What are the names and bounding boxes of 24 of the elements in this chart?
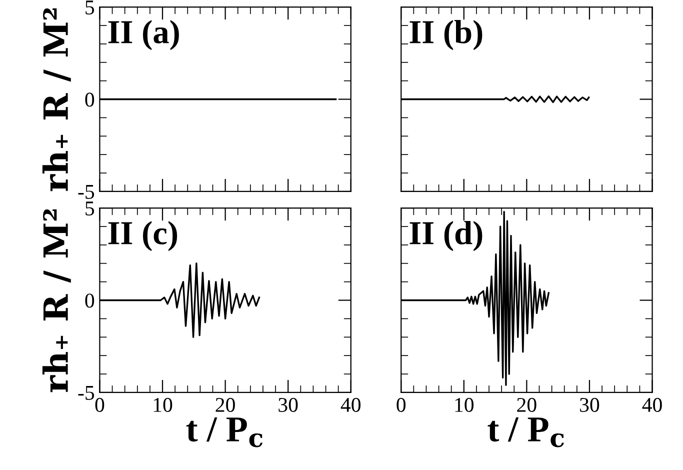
x-tick-label: 40 bbox=[642, 398, 662, 412]
x-axis-title: t / P$_{c}$ bbox=[186, 417, 263, 448]
y-tick-label: 5 bbox=[86, 0, 94, 14]
x-tick-label: 0 bbox=[396, 398, 406, 412]
x-tick-label: 30 bbox=[580, 398, 600, 412]
x-tick-label: 10 bbox=[154, 398, 172, 412]
y-tick-label: 5 bbox=[86, 202, 94, 216]
x-tick-label: 0 bbox=[95, 398, 104, 412]
x-tick-label: 20 bbox=[517, 398, 536, 412]
y-axis-title: rh₊ R / M² bbox=[42, 8, 71, 192]
annotation: II (b) bbox=[410, 20, 482, 50]
annotation: II (a) bbox=[108, 20, 179, 50]
x-tick-label: 30 bbox=[278, 398, 298, 412]
y-tick-label: 0 bbox=[85, 294, 94, 308]
x-tick-label: 20 bbox=[216, 398, 235, 412]
y-tick-label: -5 bbox=[78, 386, 94, 400]
x-tick-label: 10 bbox=[455, 398, 474, 412]
annotation: II (c) bbox=[108, 220, 178, 252]
y-axis-title: rh₊ R / M² bbox=[42, 209, 71, 392]
annotation: II (d) bbox=[410, 220, 482, 252]
x-tick-label: 40 bbox=[340, 398, 360, 412]
x-axis-title: t / P$_{c}$ bbox=[488, 417, 564, 448]
y-tick-label: -5 bbox=[78, 185, 94, 199]
y-tick-label: 0 bbox=[85, 92, 94, 107]
